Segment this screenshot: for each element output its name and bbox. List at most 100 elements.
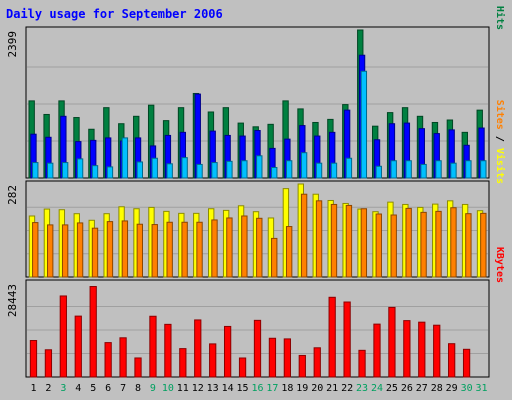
bar-kbytes-30 <box>462 348 471 378</box>
x-tick-20: 20 <box>311 383 323 394</box>
series-sites <box>32 193 487 278</box>
bar-pages-25 <box>390 160 397 179</box>
bar-pages-19 <box>300 152 308 179</box>
bar-sites-1 <box>32 222 39 278</box>
bar-kbytes-11 <box>179 348 187 378</box>
bar-pages-21 <box>330 162 338 179</box>
bar-sites-11 <box>181 221 188 278</box>
x-tick-9: 9 <box>150 383 156 394</box>
bar-kbytes-5 <box>89 286 97 378</box>
bar-sites-14 <box>226 217 233 278</box>
bar-pages-18 <box>285 160 293 179</box>
panel-visits-sites: 282 Sites / Visits <box>6 100 506 278</box>
y-max-label: 28443 <box>6 284 19 317</box>
x-tick-4: 4 <box>75 383 81 394</box>
bar-kbytes-7 <box>119 337 127 378</box>
bar-kbytes-14 <box>223 325 232 378</box>
x-tick-1: 1 <box>30 383 36 394</box>
x-tick-3: 3 <box>60 383 66 394</box>
panel-legend: KBytes <box>494 247 505 283</box>
bar-sites-30 <box>465 213 472 278</box>
bar-pages-14 <box>226 160 233 179</box>
bar-kbytes-17 <box>268 337 277 378</box>
bar-pages-13 <box>211 162 218 179</box>
legend-hits: Hits <box>494 6 506 30</box>
legend-sites: Sites <box>494 100 506 130</box>
bar-kbytes-4 <box>74 315 82 378</box>
bar-sites-3 <box>61 224 69 278</box>
bar-kbytes-28 <box>433 324 441 378</box>
bar-sites-22 <box>345 204 353 278</box>
bar-pages-30 <box>465 160 472 179</box>
x-tick-15: 15 <box>237 383 249 394</box>
bar-sites-10 <box>166 221 173 278</box>
bar-sites-28 <box>435 210 442 278</box>
x-tick-14: 14 <box>222 383 234 394</box>
bar-kbytes-6 <box>104 342 112 378</box>
x-tick-22: 22 <box>341 383 353 394</box>
bar-pages-31 <box>480 160 487 179</box>
x-tick-5: 5 <box>90 383 96 394</box>
x-tick-25: 25 <box>386 383 398 394</box>
bar-pages-24 <box>375 165 382 179</box>
bar-sites-25 <box>390 214 397 278</box>
bar-kbytes-18 <box>283 338 292 378</box>
x-tick-12: 12 <box>192 383 204 394</box>
bar-pages-16 <box>256 155 263 179</box>
legend-separator: / <box>494 0 505 6</box>
bar-sites-8 <box>136 223 143 278</box>
bar-sites-7 <box>121 220 129 278</box>
bar-pages-7 <box>121 137 129 179</box>
bar-kbytes-9 <box>149 315 157 378</box>
bar-sites-2 <box>47 224 54 278</box>
y-max-label: 2399 <box>6 31 19 58</box>
x-tick-24: 24 <box>371 383 383 394</box>
bar-pages-27 <box>420 163 427 179</box>
bar-pages-15 <box>241 160 248 179</box>
bar-pages-1 <box>32 162 39 179</box>
bar-kbytes-26 <box>403 320 411 378</box>
chart-title: Daily usage for September 2006 <box>6 7 223 21</box>
bar-sites-29 <box>450 207 457 278</box>
bar-kbytes-16 <box>253 319 262 378</box>
bar-sites-18 <box>285 226 293 278</box>
bar-pages-8 <box>136 161 143 179</box>
bar-kbytes-24 <box>373 323 381 378</box>
x-tick-2: 2 <box>45 383 51 394</box>
panel-legend: Sites / Visits <box>494 100 506 184</box>
x-tick-28: 28 <box>431 383 443 394</box>
bar-sites-23 <box>360 208 368 278</box>
bar-kbytes-2 <box>44 349 53 378</box>
x-tick-19: 19 <box>296 383 308 394</box>
bar-pages-11 <box>181 157 188 179</box>
x-tick-30: 30 <box>461 383 473 394</box>
x-axis: 1 2 3 4 5 6 7 8 9 10 11 12 13 14 15 16 17 18 19 20 21 22 23 24 2… <box>30 383 487 394</box>
bar-pages-23 <box>360 70 368 179</box>
bar-sites-21 <box>330 203 338 278</box>
legend-visits: Visits <box>494 148 506 184</box>
bar-sites-15 <box>241 215 248 278</box>
x-tick-18: 18 <box>281 383 293 394</box>
bar-pages-2 <box>47 162 54 179</box>
bar-sites-19 <box>300 193 308 278</box>
bar-kbytes-19 <box>298 354 306 378</box>
bar-sites-24 <box>375 213 382 278</box>
legend-separator: / <box>494 130 505 148</box>
bar-sites-17 <box>271 237 278 278</box>
bar-sites-27 <box>420 211 427 278</box>
x-tick-10: 10 <box>162 383 174 394</box>
y-max-label: 282 <box>6 185 19 205</box>
bar-pages-4 <box>76 158 84 179</box>
x-tick-23: 23 <box>356 383 368 394</box>
bar-sites-6 <box>106 221 114 278</box>
bar-pages-3 <box>61 162 69 179</box>
bar-kbytes-8 <box>134 357 142 378</box>
bar-kbytes-22 <box>343 301 351 378</box>
bar-sites-13 <box>211 219 218 278</box>
series-pages <box>32 70 487 179</box>
bar-kbytes-10 <box>164 323 172 378</box>
bar-kbytes-23 <box>358 349 366 378</box>
x-tick-11: 11 <box>177 383 189 394</box>
bar-kbytes-20 <box>313 347 321 378</box>
